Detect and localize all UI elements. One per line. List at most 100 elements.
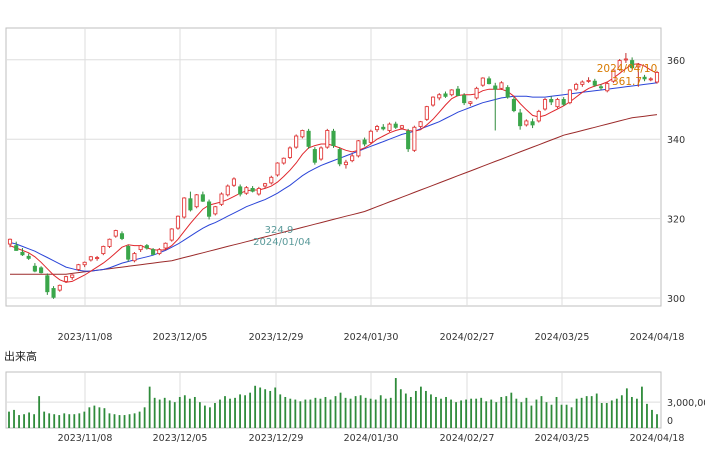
low-annotation-value: 324.9 xyxy=(265,225,294,236)
volume-bar xyxy=(570,407,573,428)
candlestick xyxy=(567,89,572,105)
volume-bar xyxy=(58,415,61,428)
volume-bar xyxy=(38,396,41,428)
volume-bar xyxy=(455,402,457,428)
candle-body xyxy=(337,149,342,165)
candlestick xyxy=(580,80,585,87)
candle-body xyxy=(88,256,93,261)
volume-bar xyxy=(540,396,543,428)
candle-body xyxy=(493,85,498,90)
volume-bar xyxy=(289,398,292,428)
volume-bar xyxy=(113,414,116,428)
candlestick xyxy=(480,77,485,87)
volume-bar xyxy=(73,414,76,428)
y-tick-label: 320 xyxy=(667,215,685,226)
candlestick xyxy=(524,119,529,127)
volume-x-tick-label: 2023/11/08 xyxy=(58,433,113,444)
volume-bar xyxy=(389,397,392,428)
candlestick xyxy=(623,53,628,63)
candlestick xyxy=(605,82,610,93)
volume-bar xyxy=(641,386,643,428)
volume-bar xyxy=(249,392,252,428)
volume-bar xyxy=(394,378,397,428)
candlestick xyxy=(126,244,131,262)
candlestick xyxy=(45,273,50,295)
candlestick xyxy=(163,242,168,250)
candlestick xyxy=(250,186,255,193)
candlestick xyxy=(57,284,62,292)
candle-body xyxy=(175,215,181,229)
candle-body xyxy=(95,257,100,259)
candle-body xyxy=(623,58,628,61)
volume-bar xyxy=(470,398,473,428)
volume-bar xyxy=(545,402,548,428)
candlestick xyxy=(592,78,597,87)
candlestick xyxy=(356,139,361,158)
volume-bar xyxy=(168,400,171,428)
candle-body xyxy=(636,64,641,68)
volume-bar xyxy=(83,411,86,428)
volume-bar xyxy=(138,411,141,428)
volume-bar xyxy=(284,396,287,428)
volume-bar xyxy=(425,390,427,428)
volume-bar xyxy=(8,411,10,428)
volume-bar xyxy=(409,396,412,428)
volume-bar xyxy=(565,404,568,428)
candlestick xyxy=(300,129,305,139)
volume-bar xyxy=(620,395,623,428)
candle-body xyxy=(119,233,125,239)
volume-bar xyxy=(28,412,30,428)
candle-body xyxy=(20,251,25,256)
candle-body xyxy=(474,87,479,99)
volume-bar xyxy=(214,403,216,428)
volume-bar xyxy=(374,399,377,428)
candle-body xyxy=(7,238,13,245)
candle-body xyxy=(256,187,261,195)
volume-bar xyxy=(319,398,322,428)
candle-body xyxy=(250,187,255,192)
candle-body xyxy=(182,197,187,218)
candle-body xyxy=(275,162,280,176)
candle-body xyxy=(455,88,460,96)
candlestick xyxy=(207,199,212,220)
candlestick xyxy=(555,97,560,109)
candle-body xyxy=(368,130,373,143)
volume-bar xyxy=(93,405,96,428)
volume-bar xyxy=(615,398,618,428)
candle-body xyxy=(287,147,293,158)
volume-bar xyxy=(646,403,648,428)
candle-body xyxy=(126,245,131,260)
candlestick xyxy=(611,69,616,83)
volume-bar xyxy=(304,399,307,428)
candlestick xyxy=(642,74,647,82)
candlestick xyxy=(374,124,380,133)
candlestick xyxy=(511,97,516,113)
plot-area xyxy=(5,27,662,307)
candle-body xyxy=(263,183,268,187)
candle-body xyxy=(331,130,336,147)
volume-bar xyxy=(430,394,432,428)
candle-body xyxy=(549,99,554,103)
candle-body xyxy=(39,267,44,274)
candlestick xyxy=(63,275,69,283)
candle-body xyxy=(194,194,199,208)
candlestick xyxy=(536,109,541,123)
volume-bar xyxy=(550,404,553,428)
volume-bar xyxy=(535,399,538,428)
volume-bar xyxy=(404,393,407,428)
candlestick xyxy=(368,129,373,144)
volume-bar xyxy=(294,399,297,428)
x-tick-label: 2023/12/05 xyxy=(153,332,208,343)
candlestick xyxy=(549,96,554,106)
candle-body xyxy=(281,157,286,164)
candlestick xyxy=(188,191,193,212)
candle-body xyxy=(200,194,205,202)
volume-bar xyxy=(63,413,66,428)
candle-body xyxy=(362,139,367,145)
volume-bar xyxy=(500,396,503,428)
candlestick xyxy=(505,85,510,99)
volume-bar xyxy=(450,399,452,428)
volume-bar xyxy=(610,400,613,428)
candle-body xyxy=(113,230,118,237)
x-tick-label: 2024/02/27 xyxy=(440,332,495,343)
